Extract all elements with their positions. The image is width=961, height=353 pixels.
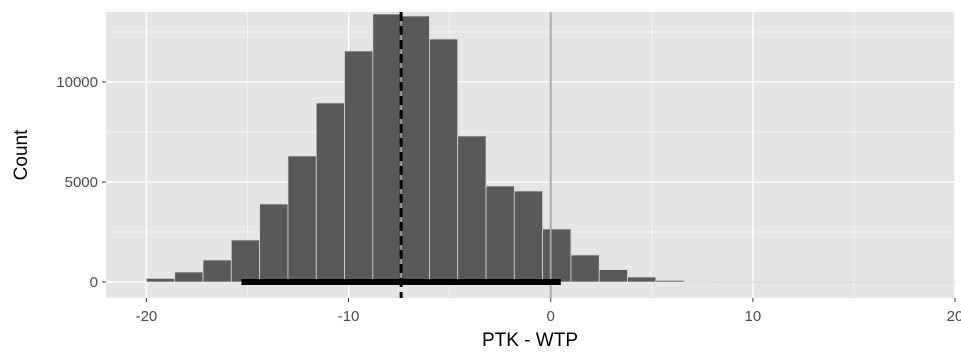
x-axis-ticks: -20 -10 0 10 20: [136, 298, 961, 325]
histogram-bar: [627, 276, 657, 283]
histogram-bar: [315, 102, 345, 283]
histogram-bar: [513, 190, 544, 283]
x-tick-label: -10: [338, 308, 360, 325]
y-tick-label: 5000: [65, 174, 98, 191]
histogram-bar: [429, 38, 459, 283]
histogram-bar: [400, 15, 430, 283]
histogram-bar: [372, 13, 402, 283]
histogram-bar: [287, 155, 317, 283]
y-axis-title: Count: [11, 129, 32, 180]
histogram-bar: [542, 228, 572, 283]
histogram-bar: [344, 50, 374, 283]
histogram-bar: [202, 259, 232, 283]
histogram-bars: [146, 13, 956, 283]
x-axis-title: PTK - WTP: [482, 330, 578, 351]
y-tick-label: 10000: [56, 74, 98, 91]
histogram-bar: [570, 254, 600, 283]
histogram-bar: [230, 239, 261, 283]
histogram-bar: [174, 271, 204, 283]
histogram-bar: [146, 277, 176, 283]
y-axis-ticks: 0 5000 10000: [56, 74, 106, 291]
histogram-bar: [259, 203, 289, 283]
histogram-bar: [457, 135, 487, 283]
x-tick-label: 20: [947, 308, 961, 325]
histogram-bar: [683, 281, 713, 283]
histogram-bar: [712, 281, 956, 283]
y-tick-label: 0: [90, 274, 98, 291]
x-tick-label: 0: [547, 308, 555, 325]
reference-lines: [399, 12, 552, 298]
histogram-bar: [598, 269, 628, 283]
x-tick-label: 10: [745, 308, 762, 325]
histogram-bar: [485, 185, 515, 283]
x-tick-label: -20: [136, 308, 158, 325]
histogram-bar: [655, 279, 685, 283]
